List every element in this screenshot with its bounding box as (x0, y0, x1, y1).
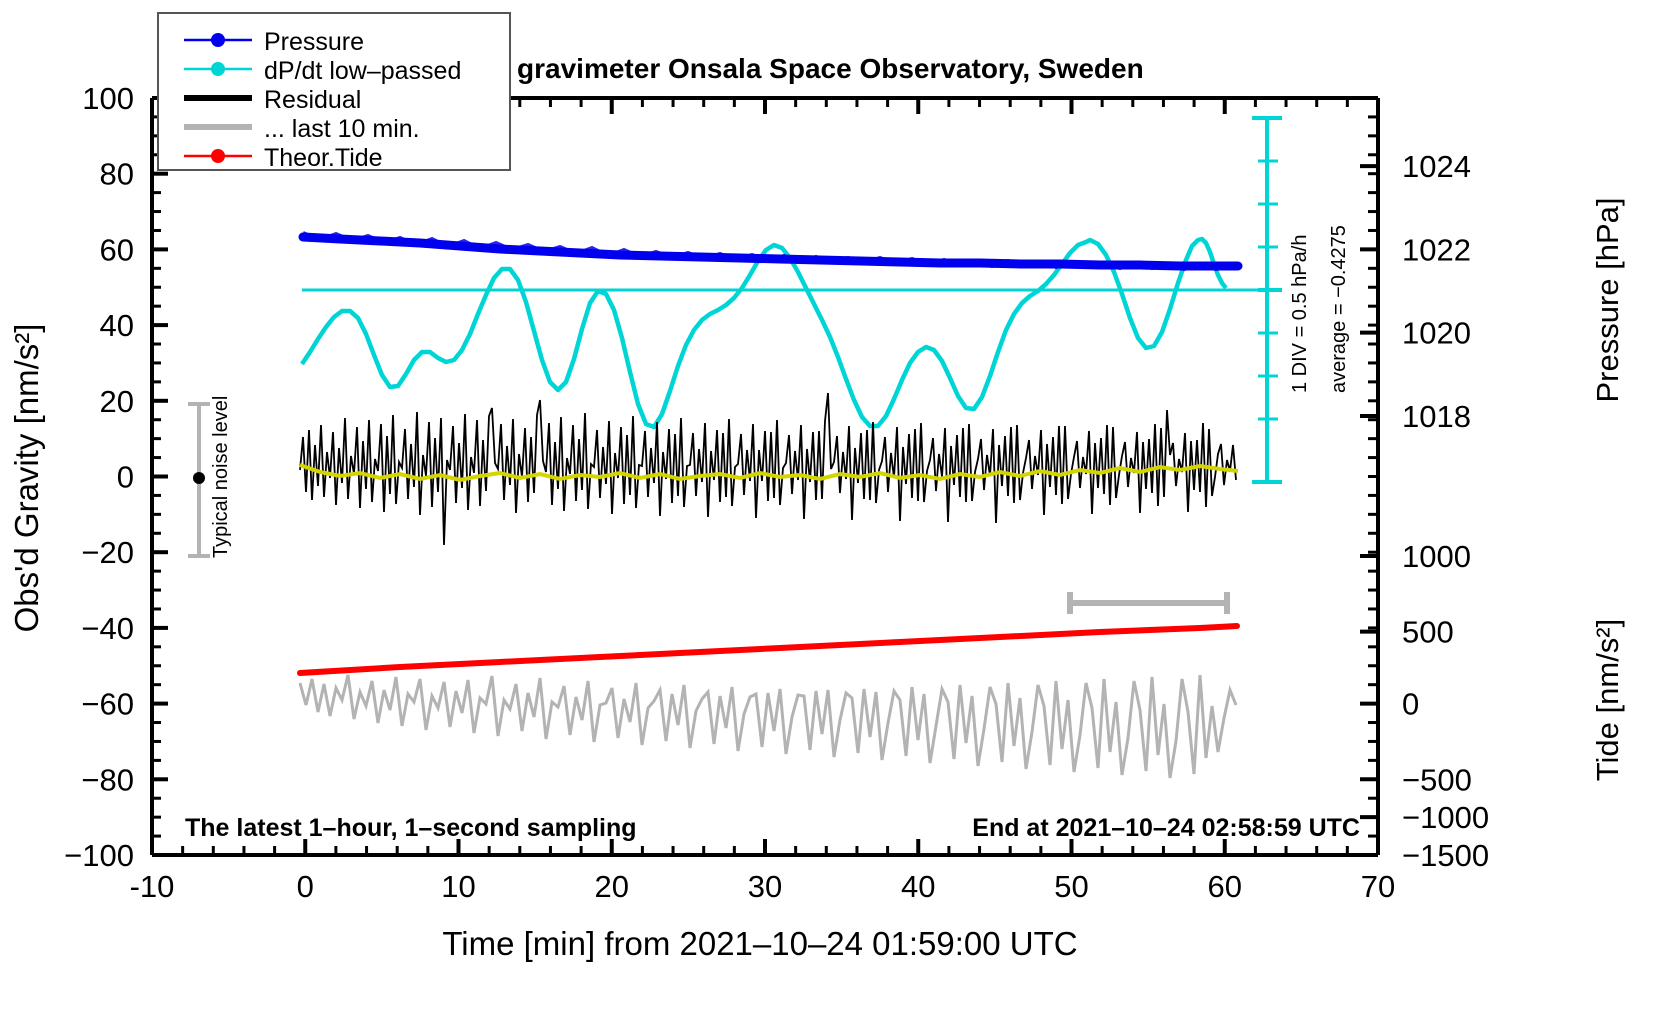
y-tick-label: 80 (100, 157, 134, 192)
y-axis-minor-ticks-right (1368, 96, 1378, 857)
pressure-tick-label: 1020 (1402, 316, 1471, 351)
y-axis-title-left: Obs'd Gravity [nm/s²] (8, 324, 45, 633)
pressure-tick-label: 1022 (1402, 232, 1471, 267)
annotation-bottom-left: The latest 1–hour, 1–second sampling (185, 814, 637, 842)
x-tick-label: 20 (595, 869, 629, 904)
series-smoothed-residual (299, 463, 1239, 483)
data-traces (188, 231, 1258, 779)
tide-tick-label: −1500 (1402, 838, 1489, 873)
legend-item[interactable]: Pressure (184, 28, 364, 56)
tide-tick-label: 500 (1402, 615, 1454, 650)
legend-marker-dot (211, 62, 225, 76)
legend-item-label: Theor.Tide (264, 144, 383, 172)
legend-item[interactable]: Residual (184, 86, 361, 114)
x-axis-title: Time [min] from 2021–10–24 01:59:00 UTC (442, 925, 1077, 962)
legend-item-label: Pressure (264, 28, 364, 56)
x-tick-label: 70 (1361, 869, 1395, 904)
x-tick-label: -10 (130, 869, 175, 904)
y-tick-label: 100 (82, 81, 134, 116)
tide-tick-label: 0 (1402, 687, 1419, 722)
y-tick-label: 0 (117, 460, 134, 495)
pressure-tick-label: 1018 (1402, 399, 1471, 434)
series-last-10-min (298, 674, 1238, 779)
y-tick-label: −60 (81, 687, 134, 722)
tide-tick-label: −500 (1402, 762, 1472, 797)
series-theoretical-tide (297, 623, 1240, 676)
annotation-bottom-right: End at 2021–10–24 02:58:59 UTC (972, 814, 1360, 842)
series-pressure (298, 231, 1243, 272)
series-dpdt-lowpassed (300, 236, 1228, 430)
y-tick-label: −80 (81, 762, 134, 797)
y-axis-ticks-left: 100 80 60 40 20 0 −20 −40 −60 −80 −100 (64, 81, 168, 873)
x-tick-label: 10 (441, 869, 475, 904)
pressure-tick-label: 1024 (1402, 149, 1471, 184)
average-label: average = −0.4275 (1328, 225, 1350, 393)
legend-marker-dot (211, 33, 225, 47)
series-residual (299, 392, 1237, 546)
x-tick-label: 30 (748, 869, 782, 904)
typical-noise-level-marker (188, 402, 210, 558)
y-tick-label: −40 (81, 611, 134, 646)
legend-item-label: dP/dt low–passed (264, 57, 461, 85)
typical-noise-level-label: Typical noise level (210, 396, 232, 558)
dpdt-div-scale-bar (1252, 116, 1282, 484)
y-tick-label: 60 (100, 232, 134, 267)
legend-item[interactable]: Theor.Tide (184, 144, 383, 172)
legend-marker-dot (211, 149, 225, 163)
tide-tick-label: −1000 (1402, 800, 1489, 835)
tide-tick-label: 1000 (1402, 539, 1471, 574)
y-tick-label: −100 (64, 838, 134, 873)
x-tick-label: 60 (1208, 869, 1242, 904)
legend-item[interactable]: ... last 10 min. (184, 115, 420, 143)
y-tick-label: 40 (100, 308, 134, 343)
x-tick-label: 40 (901, 869, 935, 904)
x-tick-label: 50 (1054, 869, 1088, 904)
x-tick-label: 0 (297, 869, 314, 904)
legend-item[interactable]: dP/dt low–passed (184, 57, 461, 85)
y-tick-label: 20 (100, 384, 134, 419)
page-title: SCG_054 gravimeter Onsala Space Observat… (386, 53, 1143, 84)
last-10-min-span-marker (1067, 592, 1230, 614)
y-axis-title-pressure: Pressure [hPa] (1590, 197, 1625, 402)
legend-item-label: Residual (264, 86, 361, 114)
y-axis-title-tide: Tide [nm/s²] (1590, 619, 1625, 782)
div-scale-label: 1 DIV = 0.5 hPa/h (1289, 235, 1311, 393)
x-axis-ticks: -10 0 10 20 30 40 50 60 70 (130, 98, 1395, 904)
legend-item-label: ... last 10 min. (264, 115, 420, 143)
y-tick-label: −20 (81, 535, 134, 570)
